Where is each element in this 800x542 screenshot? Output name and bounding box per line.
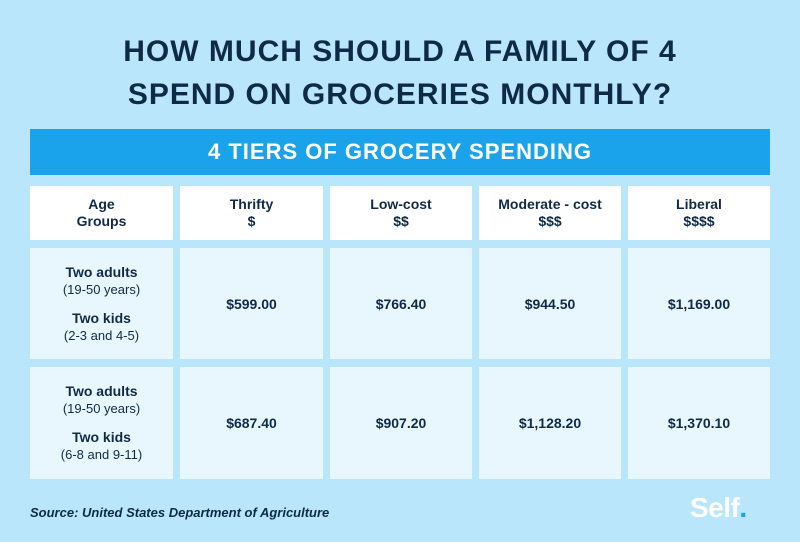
header-age-groups: Age Groups [30,186,173,240]
table-cell-liberal: $1,370.10 [628,367,770,479]
title-line-2: SPEND ON GROCERIES MONTHLY? [127,78,673,111]
header-sublabel: $ [247,213,256,229]
kids-label: Two kids [72,309,131,326]
header-sublabel: Groups [76,213,127,229]
header-sublabel: $$$$ [683,213,715,229]
source-note: Source: United States Department of Agri… [30,505,330,520]
table-row-2-age-group: Two adults (19-50 years) Two kids (6-8 a… [30,367,173,479]
table-cell-moderate-cost: $1,128.20 [479,367,621,479]
header-label: Thrifty [229,196,274,212]
adults-label: Two adults [65,383,138,399]
header-label: Moderate - cost [498,196,602,212]
kids-age: (6-8 and 9-11) [60,447,143,462]
header-sublabel: $$ [393,213,409,229]
table-banner: 4 TIERS OF GROCERY SPENDING [30,129,770,175]
header-label: Age [88,196,115,212]
brand-logo: Self. [690,492,747,524]
table-cell-thrifty: $599.00 [180,248,323,359]
header-moderate-cost: Moderate - cost $$$ [479,186,621,240]
adults-age: (19-50 years) [62,401,141,416]
header-sublabel: $$$ [538,213,562,229]
table-cell-thrifty: $687.40 [180,367,323,479]
table-cell-low-cost: $766.40 [330,248,472,359]
table-cell-liberal: $1,169.00 [628,248,770,359]
page-title: HOW MUCH SHOULD A FAMILY OF 4 SPEND ON G… [0,30,800,116]
brand-name: Self [690,492,740,523]
table-cell-moderate-cost: $944.50 [479,248,621,359]
adults-label: Two adults [65,263,138,280]
table-row-1-age-group: Two adults (19-50 years) Two kids (2-3 a… [30,248,173,359]
header-thrifty: Thrifty $ [180,186,323,240]
kids-label: Two kids [72,429,131,445]
brand-dot: . [739,492,747,523]
table-cell-low-cost: $907.20 [330,367,472,479]
header-label: Liberal [676,196,722,212]
adults-age: (19-50 years) [62,281,141,297]
header-label: Low-cost [370,196,432,212]
header-low-cost: Low-cost $$ [330,186,472,240]
title-line-1: HOW MUCH SHOULD A FAMILY OF 4 [123,35,677,68]
header-liberal: Liberal $$$$ [628,186,770,240]
kids-age: (2-3 and 4-5) [63,327,140,343]
